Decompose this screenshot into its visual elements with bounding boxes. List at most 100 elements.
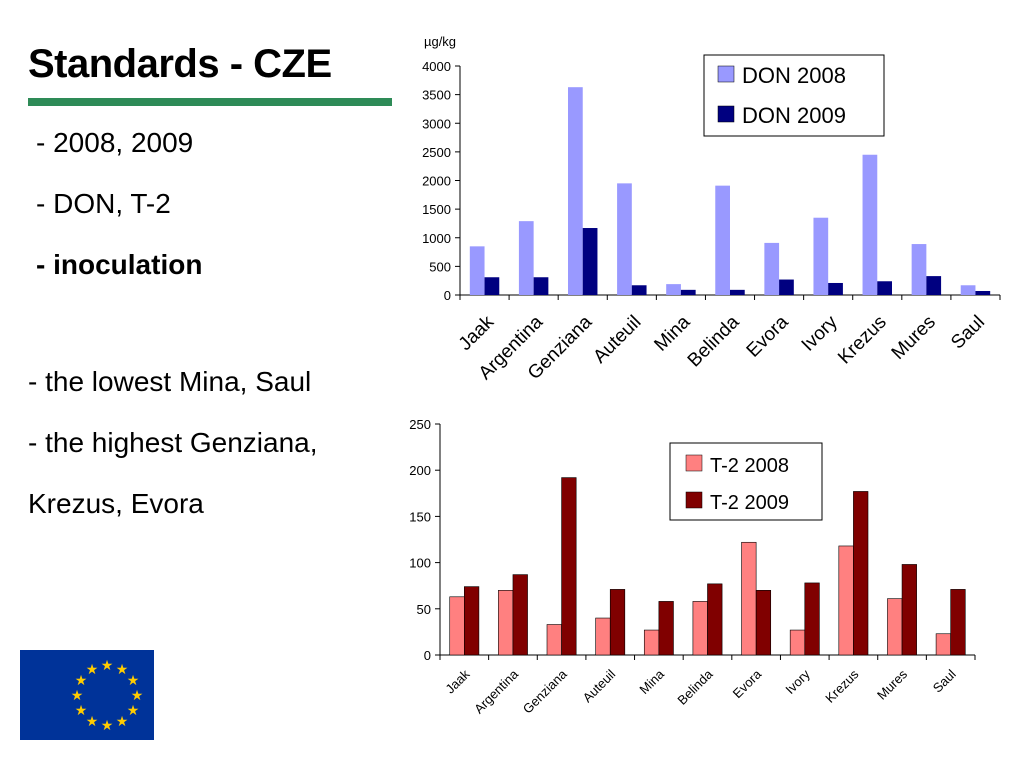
flag-star-icon: ★: [127, 702, 140, 718]
don-chart-legend: DON 2008 DON 2009: [703, 54, 885, 137]
bar-t-2-2009-ivory: [804, 582, 820, 656]
y-tick-label: 50: [417, 602, 431, 617]
y-tick-label: 4000: [422, 59, 451, 74]
legend-label-don-2009: DON 2009: [742, 103, 846, 128]
flag-star-icon: ★: [131, 687, 144, 703]
flag-star-icon: ★: [86, 661, 99, 677]
x-tick-label: Saul: [930, 666, 959, 695]
legend-swatch-t2-2009: [685, 491, 703, 509]
bar-t-2-2009-genziana: [561, 477, 577, 656]
bar-don-2009-mina: [680, 289, 696, 295]
bar-t-2-2008-argentina: [498, 590, 514, 656]
y-tick-label: 500: [429, 259, 451, 274]
legend-swatch-don-2008: [717, 65, 735, 83]
y-tick-label: 0: [424, 648, 431, 663]
x-tick-label: Mina: [636, 666, 667, 697]
x-tick-label: Evora: [730, 666, 765, 701]
y-tick-label: 150: [409, 509, 431, 524]
don-chart-ylabel: µg/kg: [424, 34, 456, 49]
flag-star-icon: ★: [101, 717, 114, 733]
bar-t-2-2009-auteuil: [609, 589, 626, 656]
bar-t-2-2009-mina: [658, 601, 674, 656]
bar-don-2008-saul: [960, 285, 976, 295]
flag-star-icon: ★: [127, 672, 140, 688]
bullet-toxins: - DON, T-2: [36, 188, 171, 219]
flag-star-icon: ★: [116, 713, 129, 729]
y-tick-label: 2500: [422, 145, 451, 160]
bar-don-2008-mures: [911, 244, 927, 295]
x-tick-label: Belinda: [674, 666, 716, 708]
y-tick-label: 1500: [422, 202, 451, 217]
y-tick-label: 1000: [422, 231, 451, 246]
slide-title: Standards - CZE: [28, 42, 332, 86]
bar-t-2-2008-mina: [643, 629, 660, 656]
legend-label-t2-2009: T-2 2009: [710, 492, 789, 514]
bar-t-2-2008-jaak: [449, 596, 465, 656]
bar-don-2008-auteuil: [617, 183, 632, 295]
bar-t-2-2008-mures: [887, 598, 903, 656]
bar-t-2-2009-evora: [755, 590, 772, 656]
flag-star-icon: ★: [101, 657, 114, 673]
x-tick-label: Mures: [874, 666, 910, 702]
bar-don-2008-argentina: [518, 221, 534, 295]
x-tick-label: Krezus: [822, 666, 862, 706]
bar-don-2008-evora: [764, 242, 780, 295]
bar-don-2008-ivory: [813, 217, 829, 295]
legend-swatch-don-2009: [717, 105, 735, 123]
legend-label-don-2008: DON 2008: [742, 63, 846, 88]
x-tick-label: Argentina: [471, 666, 522, 717]
x-tick-label: Genziana: [520, 666, 571, 717]
legend-swatch-t2-2008: [685, 454, 703, 472]
bar-don-2009-evora: [779, 279, 794, 295]
bar-don-2009-genziana: [582, 228, 598, 295]
bar-don-2009-auteuil: [631, 285, 647, 295]
bar-t-2-2009-saul: [950, 589, 966, 656]
y-tick-label: 100: [409, 556, 431, 571]
y-tick-label: 2000: [422, 174, 451, 189]
x-tick-label: Jaak: [442, 666, 472, 696]
bar-t-2-2009-belinda: [707, 583, 723, 656]
flag-star-icon: ★: [116, 661, 129, 677]
t2-chart-legend: T-2 2008 T-2 2009: [669, 442, 823, 521]
bar-don-2008-belinda: [715, 185, 730, 295]
bar-t-2-2009-jaak: [464, 586, 480, 656]
bar-don-2009-belinda: [730, 289, 745, 295]
flag-star-icon: ★: [75, 702, 88, 718]
x-tick-label: Ivory: [782, 666, 813, 697]
note-highest: - the highest Genziana,: [28, 427, 318, 458]
bar-t-2-2008-ivory: [789, 629, 806, 656]
bullet-years: - 2008, 2009: [36, 127, 194, 158]
bar-t-2-2008-krezus: [838, 545, 854, 656]
x-tick-label: Auteuil: [580, 666, 619, 705]
bar-don-2008-jaak: [469, 246, 485, 295]
bar-don-2008-genziana: [568, 87, 583, 296]
title-underline: [28, 98, 392, 106]
y-tick-label: 250: [409, 417, 431, 432]
y-tick-label: 3000: [422, 116, 451, 131]
bar-don-2009-argentina: [533, 277, 549, 295]
bar-don-2009-jaak: [484, 277, 500, 295]
bar-don-2008-krezus: [862, 154, 878, 295]
bar-don-2009-ivory: [828, 282, 843, 295]
legend-label-t2-2008: T-2 2008: [710, 455, 789, 477]
bar-t-2-2008-auteuil: [595, 617, 611, 656]
bar-t-2-2008-belinda: [692, 601, 708, 656]
bullet-inoculation: - inoculation: [36, 249, 203, 280]
note-lowest: - the lowest Mina, Saul: [28, 366, 312, 397]
bar-t-2-2009-argentina: [512, 574, 528, 656]
bar-t-2-2009-mures: [901, 564, 917, 656]
y-tick-label: 200: [409, 463, 431, 478]
bar-don-2009-saul: [975, 290, 991, 295]
bar-don-2009-mures: [926, 276, 942, 295]
y-tick-label: 3500: [422, 88, 451, 103]
eu-flag-icon: ★ ★★★★★★★★★★★: [20, 650, 154, 740]
note-highest-cont: Krezus, Evora: [28, 488, 204, 519]
bar-t-2-2009-krezus: [853, 491, 869, 656]
flag-star-icon: ★: [86, 713, 99, 729]
bar-t-2-2008-evora: [741, 541, 757, 656]
flag-star-icon: ★: [71, 687, 84, 703]
bar-don-2009-krezus: [877, 281, 892, 295]
flag-star-icon: ★: [75, 672, 88, 688]
